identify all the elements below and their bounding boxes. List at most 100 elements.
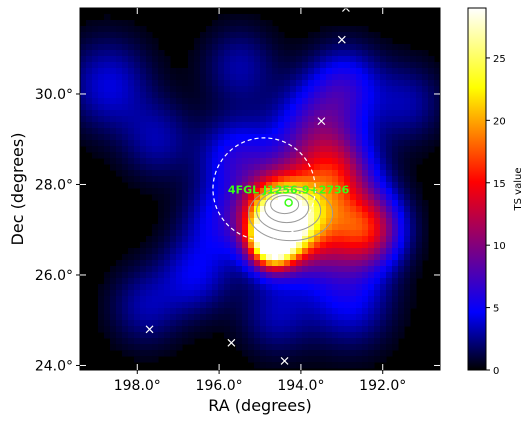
- heatmap-cell: [176, 140, 183, 147]
- heatmap-cell: [212, 140, 219, 147]
- heatmap-cell: [170, 224, 177, 231]
- heatmap-cell: [284, 278, 291, 285]
- heatmap-cell: [404, 104, 411, 111]
- heatmap-cell: [320, 56, 327, 63]
- heatmap-cell: [416, 254, 423, 261]
- heatmap-cell: [326, 134, 333, 141]
- heatmap-cell: [80, 104, 87, 111]
- heatmap-cell: [224, 230, 231, 237]
- heatmap-cell: [230, 230, 237, 237]
- heatmap-cell: [206, 296, 213, 303]
- heatmap-cell: [290, 104, 297, 111]
- heatmap-cell: [248, 182, 255, 189]
- heatmap-cell: [314, 308, 321, 315]
- heatmap-cell: [134, 248, 141, 255]
- heatmap-cell: [428, 110, 435, 117]
- heatmap-cell: [434, 140, 440, 147]
- heatmap-cell: [368, 50, 375, 57]
- heatmap-cell: [332, 44, 339, 51]
- heatmap-cell: [80, 38, 87, 45]
- heatmap-cell: [128, 32, 135, 39]
- heatmap-cell: [344, 74, 351, 81]
- heatmap-cell: [194, 158, 201, 165]
- heatmap-cell: [134, 104, 141, 111]
- heatmap-cell: [326, 104, 333, 111]
- heatmap-cell: [128, 26, 135, 33]
- heatmap-cell: [254, 338, 261, 345]
- heatmap-cell: [350, 278, 357, 285]
- heatmap-cell: [188, 194, 195, 201]
- heatmap-cell: [98, 26, 105, 33]
- heatmap-cell: [110, 140, 117, 147]
- heatmap-cell: [278, 278, 285, 285]
- heatmap-cell: [206, 62, 213, 69]
- heatmap-cell: [284, 44, 291, 51]
- heatmap-cell: [236, 170, 243, 177]
- heatmap-cell: [404, 248, 411, 255]
- heatmap-cell: [362, 248, 369, 255]
- heatmap-cell: [104, 20, 111, 27]
- heatmap-cell: [362, 26, 369, 33]
- heatmap-cell: [398, 194, 405, 201]
- heatmap-cell: [200, 332, 207, 339]
- heatmap-cell: [86, 44, 93, 51]
- heatmap-cell: [242, 62, 249, 69]
- heatmap-cell: [284, 236, 291, 243]
- heatmap-cell: [386, 194, 393, 201]
- heatmap-cell: [290, 278, 297, 285]
- heatmap-cell: [356, 278, 363, 285]
- heatmap-cell: [176, 284, 183, 291]
- heatmap-cell: [158, 302, 165, 309]
- heatmap-cell: [374, 146, 381, 153]
- heatmap-cell: [284, 266, 291, 273]
- heatmap-cell: [266, 332, 273, 339]
- heatmap-cell: [182, 206, 189, 213]
- heatmap-cell: [392, 56, 399, 63]
- heatmap-cell: [248, 278, 255, 285]
- heatmap-cell: [374, 158, 381, 165]
- heatmap-cell: [116, 44, 123, 51]
- heatmap-cell: [212, 116, 219, 123]
- heatmap-cell: [194, 134, 201, 141]
- heatmap-cell: [434, 62, 440, 69]
- heatmap-cell: [332, 338, 339, 345]
- heatmap-cell: [404, 134, 411, 141]
- heatmap-cell: [332, 68, 339, 75]
- heatmap-cell: [332, 140, 339, 147]
- heatmap-cell: [170, 290, 177, 297]
- heatmap-cell: [356, 296, 363, 303]
- heatmap-cell: [146, 110, 153, 117]
- heatmap-cell: [218, 98, 225, 105]
- heatmap-cell: [140, 344, 147, 351]
- heatmap-cell: [218, 278, 225, 285]
- heatmap-cell: [392, 74, 399, 81]
- heatmap-cell: [146, 128, 153, 135]
- heatmap-cell: [212, 230, 219, 237]
- heatmap-cell: [386, 296, 393, 303]
- heatmap-cell: [218, 308, 225, 315]
- heatmap-cell: [116, 326, 123, 333]
- heatmap-cell: [98, 50, 105, 57]
- heatmap-cell: [272, 230, 279, 237]
- heatmap-cell: [212, 320, 219, 327]
- heatmap-cell: [284, 224, 291, 231]
- heatmap-cell: [344, 128, 351, 135]
- heatmap-cell: [236, 260, 243, 267]
- heatmap-cell: [290, 242, 297, 249]
- heatmap-cell: [416, 116, 423, 123]
- heatmap-cell: [386, 122, 393, 129]
- heatmap-cell: [332, 134, 339, 141]
- heatmap-cell: [386, 338, 393, 345]
- heatmap-cell: [308, 152, 315, 159]
- heatmap-cell: [254, 80, 261, 87]
- heatmap-cell: [338, 332, 345, 339]
- heatmap-cell: [236, 314, 243, 321]
- heatmap-cell: [188, 92, 195, 99]
- heatmap-cell: [260, 350, 267, 357]
- heatmap-cell: [296, 68, 303, 75]
- heatmap-cell: [164, 140, 171, 147]
- heatmap-cell: [194, 92, 201, 99]
- heatmap-cell: [236, 20, 243, 27]
- heatmap-cell: [422, 50, 429, 57]
- heatmap-cell: [182, 104, 189, 111]
